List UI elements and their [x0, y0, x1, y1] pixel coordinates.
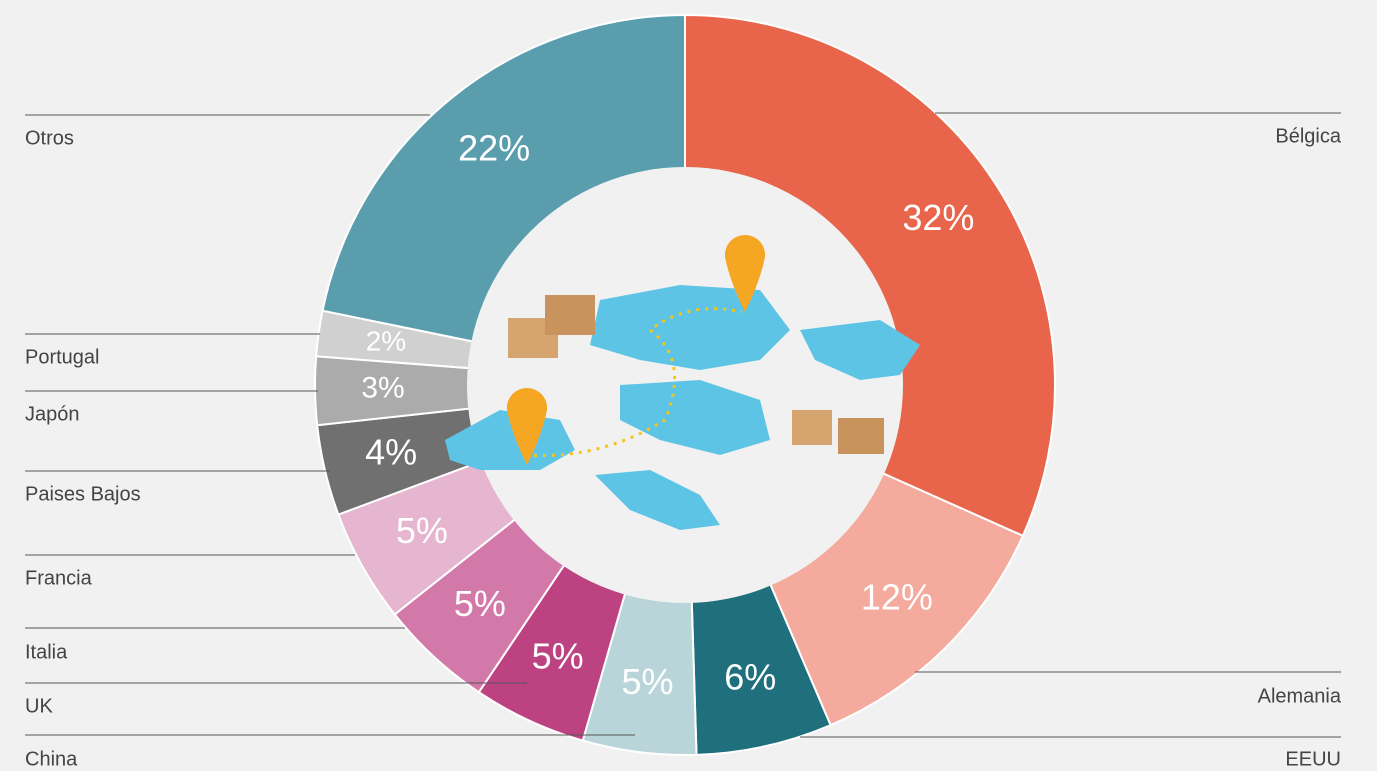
value-label: 2%: [366, 325, 406, 356]
value-label: 5%: [532, 635, 584, 676]
value-label: 3%: [361, 372, 404, 405]
value-label: 5%: [622, 661, 674, 702]
category-label: China: [25, 748, 78, 770]
box: [792, 410, 832, 445]
value-label: 5%: [454, 583, 506, 624]
category-label: EEUU: [1285, 748, 1341, 770]
category-label: Alemania: [1258, 685, 1342, 707]
category-label: Italia: [25, 641, 68, 663]
category-label: Otros: [25, 127, 74, 149]
map-land: [800, 320, 920, 380]
value-label: 12%: [861, 577, 933, 618]
value-label: 4%: [365, 431, 417, 472]
category-label: UK: [25, 695, 53, 717]
labels: 32% Bélgica 12% Alemania 6% EEUU 5% China 5% UK 5%…: [25, 112, 1342, 770]
map-land: [595, 470, 720, 530]
map-land: [590, 285, 790, 370]
category-label: Paises Bajos: [25, 483, 141, 505]
map-pin: [506, 387, 548, 465]
value-label: 32%: [902, 197, 974, 238]
value-label: 22%: [458, 128, 530, 169]
category-label: Japón: [25, 403, 80, 425]
category-label: Bélgica: [1275, 125, 1341, 147]
route: [524, 307, 743, 458]
map-pin: [724, 234, 766, 312]
box: [545, 295, 595, 335]
category-label: Portugal: [25, 346, 100, 368]
box: [838, 418, 884, 454]
map-land: [620, 380, 770, 455]
map-illustration: [445, 234, 920, 530]
value-label: 6%: [724, 656, 776, 697]
category-label: Francia: [25, 567, 93, 589]
value-label: 5%: [396, 510, 448, 551]
